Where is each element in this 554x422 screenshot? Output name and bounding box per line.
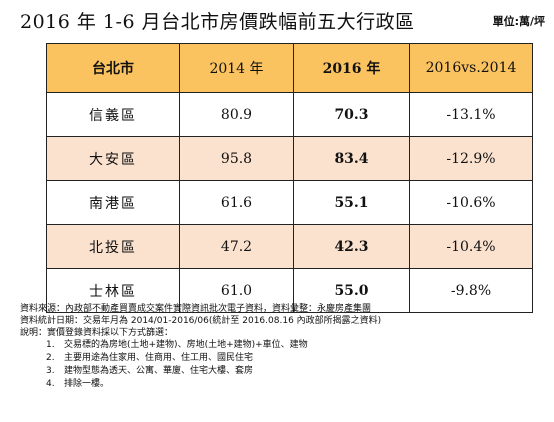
district-cell: 北投區 (46, 224, 180, 269)
table-row: 信義區 80.9 70.3 -13.1% (46, 92, 533, 137)
price-2016-cell: 42.3 (293, 224, 410, 269)
explain-note: 說明：實價登錄資料採以下方式篩選： (20, 328, 174, 338)
table-header-row: 台北市 2014 年 2016 年 2016vs.2014 (46, 43, 533, 93)
price-2014-cell: 61.6 (179, 180, 294, 225)
list-item: 3. 建物型態為透天、公寓、華廈、住宅大樓、套房 (46, 365, 540, 378)
source-note: 資料來源：內政部不動產買賣成交案件實際資訊批次電子資料，資料彙整：永慶房產集團 (20, 304, 372, 314)
unit-label: 單位:萬/坪 (492, 15, 545, 28)
district-cell: 士林區 (46, 268, 180, 313)
list-item: 4. 排除一樓。 (46, 378, 540, 391)
change-cell: -10.6% (409, 180, 533, 225)
price-2016-cell: 83.4 (293, 136, 410, 181)
title-row: 2016 年 1-6 月台北市房價跌幅前五大行政區 單位:萬/坪 (20, 8, 545, 36)
district-cell: 南港區 (46, 180, 180, 225)
change-cell: -10.4% (409, 224, 533, 269)
list-item-number: 2. (46, 353, 55, 363)
header-2014: 2014 年 (179, 43, 294, 93)
table-row: 北投區 47.2 42.3 -10.4% (46, 224, 533, 269)
page-title: 2016 年 1-6 月台北市房價跌幅前五大行政區 (20, 11, 415, 33)
price-2014-cell: 47.2 (179, 224, 294, 269)
change-cell: -13.1% (409, 92, 533, 137)
list-item: 1. 交易標的為房地(土地+建物)、房地(土地+建物)+車位、建物 (46, 339, 540, 352)
period-note: 資料統計日期：交易年月為 2014/01-2016/06(統計至 2016.08… (20, 316, 382, 326)
list-item-number: 3. (46, 366, 55, 376)
header-2016: 2016 年 (293, 43, 410, 93)
list-item-text: 主要用途為住家用、住商用、住工用、國民住宅 (64, 353, 254, 363)
list-item: 2. 主要用途為住家用、住商用、住工用、國民住宅 (46, 352, 540, 365)
criteria-list: 1. 交易標的為房地(土地+建物)、房地(土地+建物)+車位、建物 2. 主要用途為… (20, 339, 540, 391)
list-item-number: 4. (46, 379, 55, 389)
table-row: 南港區 61.6 55.1 -10.6% (46, 180, 533, 225)
district-cell: 信義區 (46, 92, 180, 137)
list-item-number: 1. (46, 340, 55, 350)
price-2014-cell: 80.9 (179, 92, 294, 137)
price-2014-cell: 95.8 (179, 136, 294, 181)
list-item-text: 建物型態為透天、公寓、華廈、住宅大樓、套房 (64, 366, 254, 376)
change-cell: -12.9% (409, 136, 533, 181)
price-drop-table: 台北市 2014 年 2016 年 2016vs.2014 信義區 80.9 7… (46, 43, 533, 313)
district-cell: 大安區 (46, 136, 180, 181)
price-2016-cell: 55.1 (293, 180, 410, 225)
header-change: 2016vs.2014 (409, 43, 533, 93)
list-item-text: 交易標的為房地(土地+建物)、房地(土地+建物)+車位、建物 (64, 340, 308, 350)
price-2014-cell: 61.0 (179, 268, 294, 313)
change-cell: -9.8% (409, 268, 533, 313)
footnotes: 資料來源：內政部不動產買賣成交案件實際資訊批次電子資料，資料彙整：永慶房產集團 … (20, 303, 540, 391)
price-2016-cell: 70.3 (293, 92, 410, 137)
list-item-text: 排除一樓。 (64, 379, 110, 389)
table-row: 士林區 61.0 55.0 -9.8% (46, 268, 533, 313)
table-row: 大安區 95.8 83.4 -12.9% (46, 136, 533, 181)
header-city: 台北市 (46, 43, 180, 93)
